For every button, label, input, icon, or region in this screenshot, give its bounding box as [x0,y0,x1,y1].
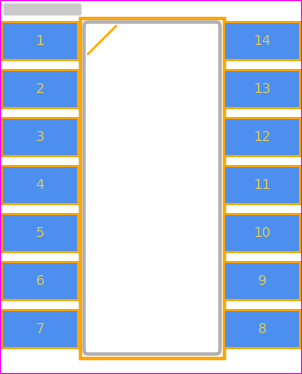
FancyBboxPatch shape [4,3,82,15]
Text: 1: 1 [36,34,44,48]
Text: 9: 9 [258,274,266,288]
Bar [2,214,78,252]
Bar [224,310,300,348]
Text: 3: 3 [36,130,44,144]
Bar [2,70,78,108]
Bar [224,214,300,252]
Bar [224,166,300,204]
Text: 2: 2 [36,82,44,96]
Text: 5: 5 [36,226,44,240]
Bar [224,22,300,60]
Bar [2,22,78,60]
Bar [224,262,300,300]
Bar [2,310,78,348]
Text: 6: 6 [36,274,44,288]
FancyBboxPatch shape [84,22,220,354]
Bar [2,118,78,156]
Text: 4: 4 [36,178,44,192]
Text: 14: 14 [253,34,271,48]
Text: 8: 8 [258,322,266,336]
Text: 12: 12 [253,130,271,144]
Bar [224,118,300,156]
Text: 13: 13 [253,82,271,96]
Text: 7: 7 [36,322,44,336]
Bar [2,166,78,204]
Bar [80,18,224,358]
Text: 11: 11 [253,178,271,192]
Bar [224,70,300,108]
Bar [2,262,78,300]
Text: 10: 10 [253,226,271,240]
